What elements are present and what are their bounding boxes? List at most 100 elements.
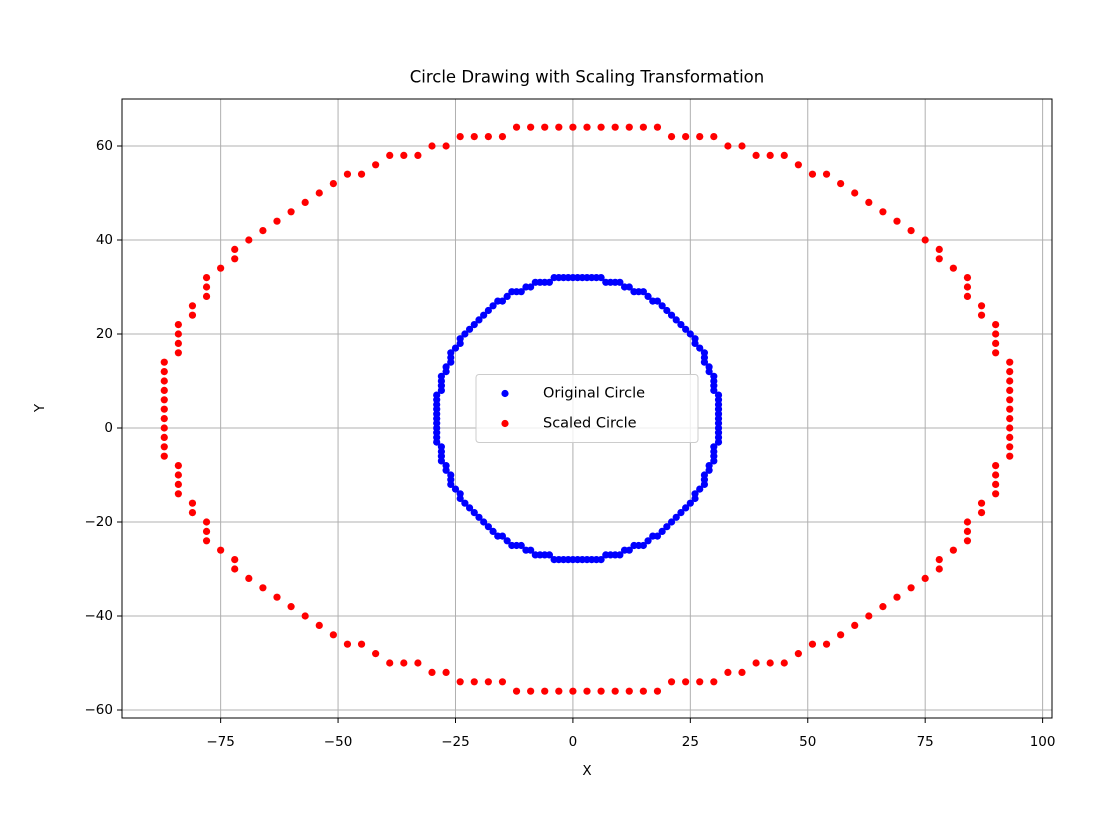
- scatter-point: [414, 151, 422, 160]
- scatter-point: [541, 123, 549, 131]
- scatter-point: [343, 170, 352, 178]
- scatter-point: [644, 292, 652, 301]
- scatter-point: [677, 321, 685, 329]
- scatter-point: [893, 593, 901, 601]
- scatter-point: [977, 499, 986, 507]
- scatter-point: [1006, 405, 1014, 413]
- scatter-point: [465, 325, 474, 333]
- scatter-point: [494, 532, 502, 540]
- scatter-point: [879, 603, 887, 611]
- scatter-point: [498, 133, 507, 141]
- scatter-point: [724, 142, 732, 150]
- scatter-point: [992, 321, 1000, 329]
- scatter-point: [597, 123, 605, 131]
- scatter-point: [700, 358, 709, 366]
- x-tick-label: −75: [206, 734, 235, 750]
- scatter-point: [386, 659, 394, 667]
- scatter-point: [202, 527, 211, 536]
- scatter-point: [691, 339, 699, 348]
- scatter-point: [667, 133, 676, 141]
- scatter-point: [527, 283, 535, 291]
- scatter-point: [696, 485, 704, 493]
- scatter-point: [625, 687, 633, 695]
- scatter-point: [837, 180, 845, 188]
- scatter-point: [259, 584, 267, 592]
- scatter-point: [217, 546, 225, 554]
- scatter-point: [992, 330, 1000, 338]
- y-tick-label: 0: [104, 420, 113, 436]
- scatter-point: [433, 391, 441, 399]
- scatter-point: [921, 236, 929, 244]
- scatter-point: [202, 292, 211, 301]
- scatter-point: [512, 687, 521, 695]
- scatter-point: [710, 678, 718, 686]
- scatter-point: [696, 678, 704, 686]
- scatter-point: [188, 302, 197, 310]
- y-tick-label: −20: [85, 514, 114, 530]
- scatter-point: [935, 255, 943, 263]
- scatter-point: [287, 208, 295, 216]
- scatter-point: [475, 513, 483, 521]
- scatter-point: [963, 292, 972, 301]
- scatter-point: [710, 133, 718, 141]
- scatter-point: [630, 541, 638, 550]
- scatter-point: [992, 349, 1000, 357]
- scatter-point: [992, 339, 1000, 348]
- legend-marker: [501, 419, 509, 428]
- scatter-point: [451, 485, 460, 493]
- scatter-point: [682, 678, 690, 686]
- scatter-point: [174, 321, 182, 329]
- scatter-point: [522, 546, 530, 554]
- scatter-point: [301, 612, 309, 620]
- scatter-point: [907, 227, 915, 235]
- scatter-point: [160, 415, 168, 423]
- scatter-point: [541, 687, 549, 695]
- scatter-point: [273, 593, 281, 601]
- scatter-point: [470, 133, 478, 141]
- scatter-point: [686, 499, 694, 507]
- plot-marks: [160, 123, 1014, 695]
- scatter-point: [489, 527, 497, 536]
- y-tick-label: 40: [96, 232, 113, 248]
- y-tick-label: 20: [96, 326, 113, 342]
- scatter-point: [329, 180, 337, 188]
- scatter-point: [160, 377, 168, 385]
- scatter-point: [569, 123, 577, 131]
- scatter-point: [667, 678, 676, 686]
- scatter-point: [1006, 443, 1014, 451]
- scatter-point: [315, 621, 323, 630]
- scatter-point: [780, 151, 788, 160]
- scatter-point: [780, 659, 788, 667]
- scatter-point: [400, 659, 408, 667]
- x-tick-label: −50: [324, 734, 353, 750]
- scatter-point: [329, 631, 337, 639]
- scatter-point: [653, 123, 662, 131]
- scatter-point: [667, 518, 676, 526]
- scatter-point: [808, 170, 817, 178]
- scatter-point: [372, 650, 380, 658]
- legend-marker: [501, 389, 509, 398]
- scatter-point: [470, 509, 478, 517]
- scatter-point: [245, 574, 253, 583]
- scatter-point: [705, 466, 713, 474]
- scatter-point: [188, 311, 197, 319]
- scatter-point: [1006, 377, 1014, 385]
- scatter-point: [217, 264, 225, 272]
- scatter-point: [174, 349, 182, 357]
- scatter-point: [301, 198, 309, 207]
- scatter-point: [663, 523, 671, 531]
- scatter-point: [160, 452, 168, 460]
- scatter-point: [602, 551, 610, 559]
- scatter-point: [503, 537, 511, 545]
- y-axis-label: Y: [32, 403, 48, 413]
- scatter-point: [470, 678, 478, 686]
- x-tick-label: 50: [799, 734, 816, 750]
- scatter-point: [569, 274, 577, 282]
- scatter-point: [160, 396, 168, 404]
- scatter-point: [498, 297, 507, 305]
- scatter-point: [174, 490, 182, 498]
- scatter-point: [992, 480, 1000, 489]
- scatter-point: [527, 123, 535, 131]
- scatter-point: [700, 480, 709, 489]
